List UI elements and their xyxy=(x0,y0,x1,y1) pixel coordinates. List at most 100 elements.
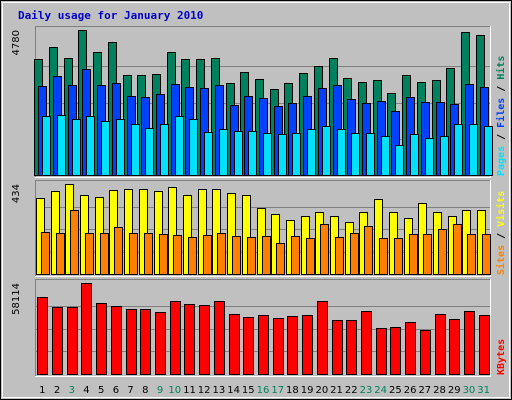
bar-sites-day-22 xyxy=(350,233,359,275)
bar-kbytes-day-23 xyxy=(361,311,372,375)
bar-kbytes-day-10 xyxy=(170,301,181,375)
bar-sites-day-31 xyxy=(482,234,491,275)
bar-sites-day-5 xyxy=(100,233,109,275)
bar-pages-day-18 xyxy=(292,133,301,176)
x-tick-label-day-14: 14 xyxy=(227,385,240,396)
bar-pages-day-24 xyxy=(381,136,390,176)
bar-visits-day-7 xyxy=(124,189,133,275)
bar-kbytes-day-8 xyxy=(140,309,151,375)
bar-kbytes-day-24 xyxy=(376,328,387,375)
bar-kbytes-day-2 xyxy=(52,307,63,375)
y-max-label-kbytes: 58114 xyxy=(11,283,22,315)
legend-item-sites: Sites xyxy=(495,245,507,275)
bar-pages-day-25 xyxy=(395,145,404,176)
legend-separator: / xyxy=(496,80,507,98)
x-tick-label-day-29: 29 xyxy=(448,385,461,396)
bar-pages-day-9 xyxy=(160,124,169,176)
bar-kbytes-day-25 xyxy=(390,327,401,375)
bar-pages-day-23 xyxy=(366,133,375,176)
bar-sites-day-24 xyxy=(379,238,388,275)
bar-sites-day-7 xyxy=(129,233,138,275)
x-tick-label-day-10: 10 xyxy=(168,385,181,396)
bar-sites-day-25 xyxy=(394,238,403,275)
legend-item-hits: Hits xyxy=(495,56,507,80)
x-tick-label-day-15: 15 xyxy=(242,385,255,396)
legend-item-files: Files xyxy=(495,98,507,128)
x-tick-label-day-11: 11 xyxy=(183,385,196,396)
bar-sites-day-9 xyxy=(159,234,168,275)
bar-pages-day-3 xyxy=(72,119,81,176)
bar-pages-day-12 xyxy=(204,132,213,176)
panel-kbytes: 58114 KBytes xyxy=(11,279,507,377)
legend-item-visits: Visits xyxy=(495,191,507,227)
bar-pages-day-16 xyxy=(263,133,272,176)
legend-visits: Sites / Visits xyxy=(495,191,507,275)
bar-sites-day-12 xyxy=(203,235,212,275)
x-tick-label-day-23: 23 xyxy=(360,385,373,396)
bar-kbytes-day-1 xyxy=(37,297,48,375)
bar-kbytes-day-12 xyxy=(199,305,210,375)
bar-pages-day-13 xyxy=(219,129,228,176)
bar-sites-day-17 xyxy=(276,243,285,275)
bar-pages-day-20 xyxy=(322,126,331,176)
bar-kbytes-day-22 xyxy=(346,320,357,375)
bar-pages-day-29 xyxy=(454,124,463,176)
x-tick-label-day-6: 6 xyxy=(113,385,119,396)
bar-kbytes-day-20 xyxy=(317,301,328,375)
x-tick-label-day-31: 31 xyxy=(477,385,490,396)
x-tick-label-day-17: 17 xyxy=(271,385,284,396)
bar-sites-day-19 xyxy=(306,238,315,275)
legend-separator: / xyxy=(496,227,507,245)
bar-pages-day-5 xyxy=(101,121,110,176)
bar-pages-day-21 xyxy=(337,129,346,176)
bar-visits-day-11 xyxy=(183,195,192,275)
x-tick-label-day-27: 27 xyxy=(418,385,431,396)
y-max-label-visits: 434 xyxy=(11,184,22,203)
bar-sites-day-14 xyxy=(232,236,241,275)
x-tick-label-day-9: 9 xyxy=(157,385,163,396)
bar-kbytes-day-9 xyxy=(155,312,166,375)
bar-pages-day-17 xyxy=(278,134,287,176)
x-tick-label-day-28: 28 xyxy=(433,385,446,396)
bar-visits-day-12 xyxy=(198,189,207,275)
bar-sites-day-13 xyxy=(217,233,226,275)
bar-sites-day-29 xyxy=(453,224,462,275)
bar-pages-day-27 xyxy=(425,138,434,176)
bar-pages-day-2 xyxy=(57,115,66,176)
bar-kbytes-day-5 xyxy=(96,303,107,375)
bar-sites-day-30 xyxy=(467,234,476,275)
x-tick-label-day-12: 12 xyxy=(198,385,211,396)
x-tick-label-day-8: 8 xyxy=(142,385,148,396)
bar-kbytes-day-19 xyxy=(302,315,313,375)
bar-pages-day-31 xyxy=(484,126,493,176)
bar-sites-day-21 xyxy=(335,237,344,275)
bar-visits-day-10 xyxy=(168,187,177,275)
bar-kbytes-day-28 xyxy=(435,314,446,375)
legend-separator: / xyxy=(496,128,507,146)
bar-sites-day-23 xyxy=(364,226,373,275)
bar-sites-day-20 xyxy=(320,224,329,275)
x-tick-label-day-19: 19 xyxy=(301,385,314,396)
legend-hits: Pages / Files / Hits xyxy=(495,56,507,176)
bar-kbytes-day-27 xyxy=(420,330,431,375)
bar-kbytes-day-15 xyxy=(243,317,254,375)
bar-pages-day-4 xyxy=(86,116,95,176)
bar-kbytes-day-30 xyxy=(464,311,475,375)
bar-kbytes-day-14 xyxy=(229,314,240,375)
bar-sites-day-2 xyxy=(56,233,65,275)
bar-sites-day-4 xyxy=(85,233,94,275)
bar-pages-day-14 xyxy=(234,131,243,176)
bar-pages-day-10 xyxy=(175,116,184,176)
x-tick-label-day-30: 30 xyxy=(463,385,476,396)
bar-kbytes-day-17 xyxy=(273,318,284,375)
bar-sites-day-3 xyxy=(70,210,79,275)
bar-kbytes-day-3 xyxy=(67,307,78,375)
x-tick-label-day-24: 24 xyxy=(374,385,387,396)
bar-kbytes-day-29 xyxy=(449,319,460,375)
bar-kbytes-day-4 xyxy=(81,283,92,375)
bar-pages-day-30 xyxy=(469,124,478,176)
x-tick-label-day-20: 20 xyxy=(315,385,328,396)
bar-sites-day-8 xyxy=(144,233,153,275)
bar-pages-day-8 xyxy=(145,128,154,176)
